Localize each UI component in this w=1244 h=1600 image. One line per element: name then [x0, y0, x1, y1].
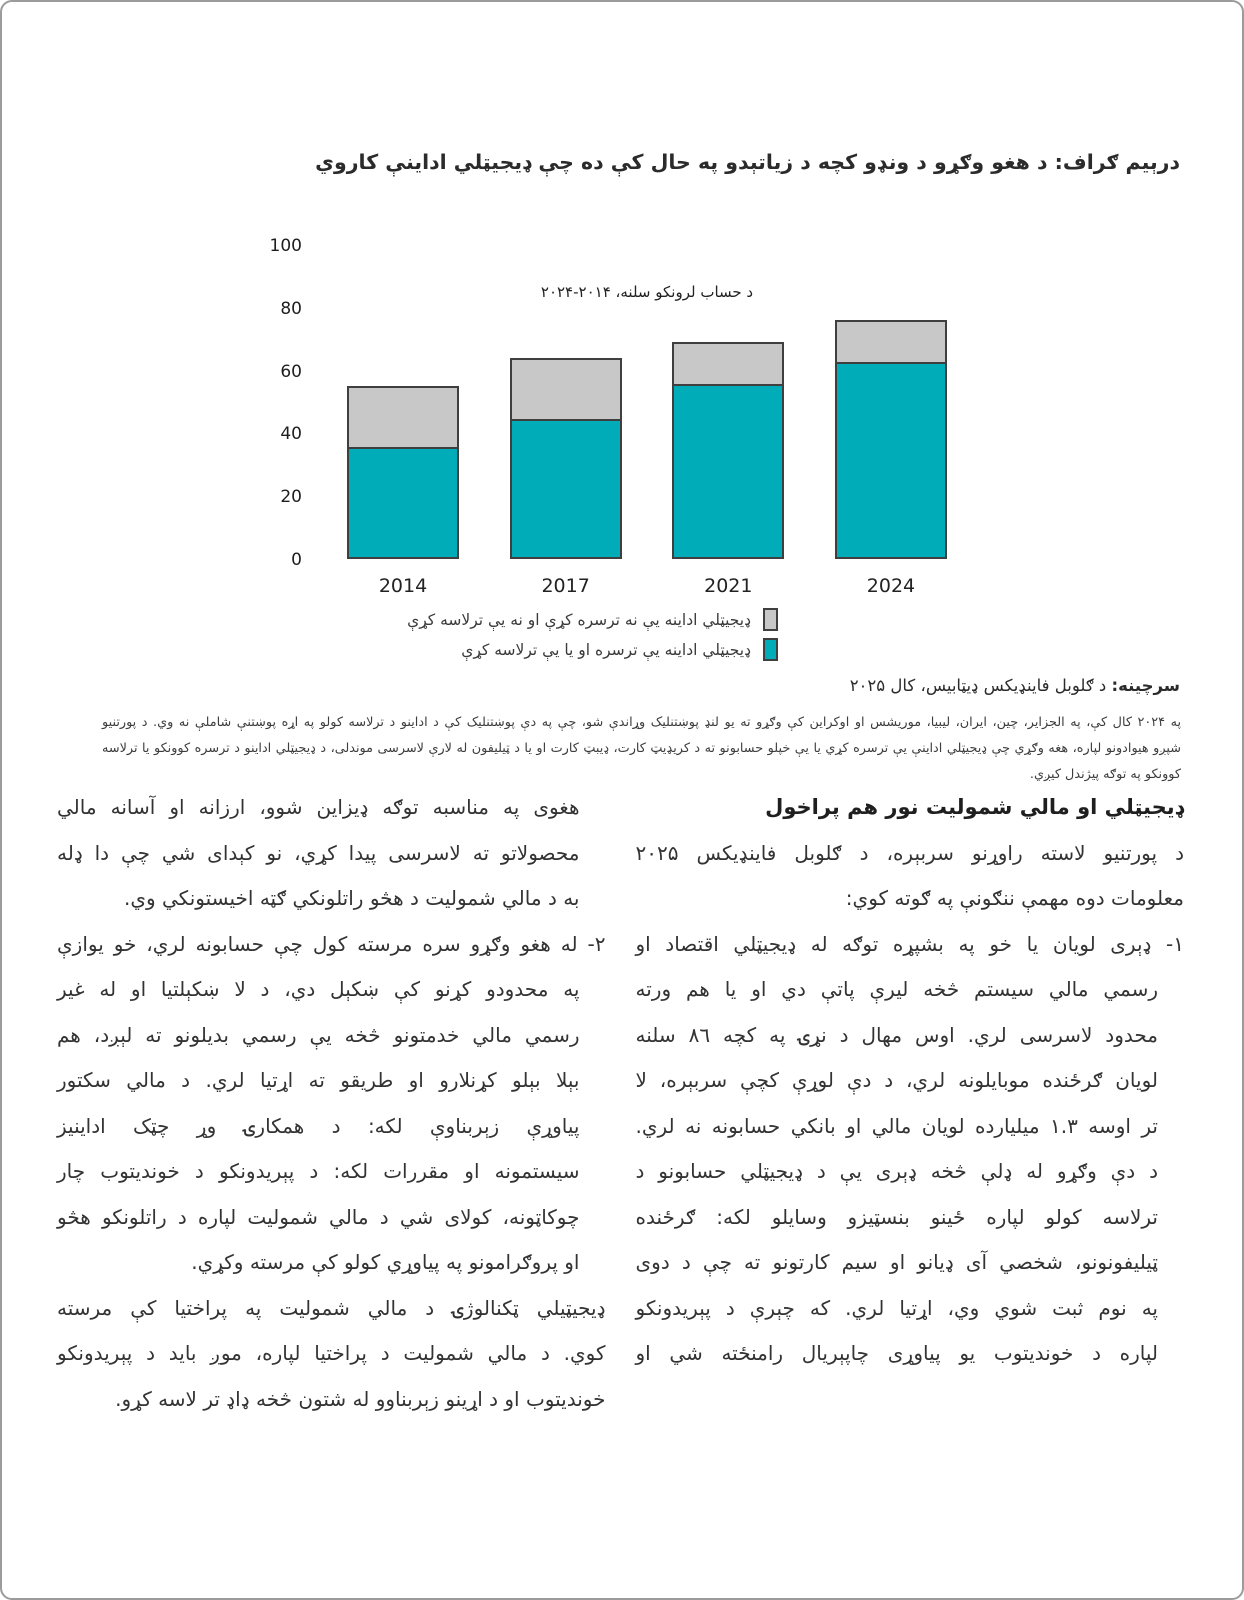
body-column-right: ډيجيټلي او مالي شموليت نور هم پراخول د پو…: [636, 785, 1185, 1422]
bar-segment-digital-payment: [509, 420, 622, 559]
legend-row: ډيجيټلي اداينه يې ترسره او يا يې ترلاسه …: [461, 638, 778, 661]
body-column-left: هغوی په مناسبه توګه ډيزاين شوو، ارزانه ا…: [57, 785, 606, 1422]
bar-segment-no-digital-payment: [509, 358, 622, 421]
body-line: په محدودو کړنو کې ښکېل دي، د لا ښکېلتيا …: [57, 977, 580, 1001]
x-axis-label: 2014: [378, 575, 428, 597]
body-line: ټيليفونونو، شخصي آی ډيانو او سيم کارتونو…: [635, 1250, 1159, 1274]
body-line: او پروګرامونو په پياوړي کولو کې مرسته وک…: [191, 1250, 580, 1274]
body-line: تر اوسه ١.٣ ميليارده لويان مالي او بانکي…: [635, 1113, 1159, 1138]
footnote: په ۲۰۲۴ کال کې، په الجزاير، چين، ايران، …: [102, 710, 1181, 788]
y-tick-label: 60: [280, 361, 302, 382]
body-line: لويان ګرځنده موبايلونه لري، د دې لوړې کچ…: [635, 1068, 1159, 1092]
x-axis-label: 2017: [541, 575, 590, 597]
bar-group: 2017: [509, 245, 622, 597]
bar-segment-no-digital-payment: [347, 386, 459, 450]
footnote-line: په ۲۰۲۴ کال کې، په الجزاير، چين، ايران، …: [102, 715, 1181, 730]
bar-segment-no-digital-payment: [834, 320, 947, 365]
body-line: پياوړې زېربناوې لکه: د همکارۍ وړ چټک ادا…: [57, 1113, 580, 1138]
body-line: ترلاسه کولو لپاره ځينو بنسټيزو وسايلو لک…: [635, 1204, 1159, 1229]
chart-plot: د حساب لرونکو سلنه، ۲۰۱۴-۲۰۲۴ 2014 2017 20…: [347, 245, 947, 597]
chart-annotation: د حساب لرونکو سلنه، ۲۰۱۴-۲۰۲۴: [540, 283, 754, 301]
body-line: معلومات دوه مهمې ننګونې په ګوته کوي:: [845, 886, 1184, 910]
body-line: هغوی په مناسبه توګه ډيزاين شوو، ارزانه ا…: [57, 795, 580, 819]
body-line: د پورتنيو لاسته راوړنو سربېره، د ګلوبل ف…: [635, 840, 1185, 865]
body-line: چوکاټونه، کولای شي د مالي شموليت لپاره د…: [57, 1204, 580, 1229]
legend-label: ډيجيټلي اداينه يې ترسره او يا يې ترلاسه …: [461, 640, 751, 659]
body-line: لپاره د خونديتوب يو پياوړی چاپېريال رامن…: [635, 1341, 1159, 1365]
source-label: سرچينه:: [1111, 676, 1180, 695]
legend-swatch: [763, 638, 778, 661]
y-tick-label: 0: [291, 550, 302, 570]
y-tick-label: 80: [280, 298, 302, 319]
source-text: د ګلوبل فاينډيکس ډيټابيس، کال ۲۰۲۵: [849, 676, 1112, 695]
body-line: سيستمونه او مقررات لکه: د پېريدونکو د خو…: [57, 1159, 580, 1183]
body-text: ډيجيټلي او مالي شموليت نور هم پراخول د پو…: [57, 785, 1184, 1422]
bar-segment-digital-payment: [834, 364, 947, 559]
bar-segment-no-digital-payment: [672, 342, 785, 387]
bar-group: 2014: [347, 245, 459, 597]
bar-group: 2021: [672, 245, 785, 597]
body-line: خونديتوب او د اړينو زېربناوو له شتون څخه…: [115, 1386, 606, 1411]
legend-swatch: [763, 608, 778, 631]
body-line: رسمي مالي خدمتونو څخه يې رسمي بديلونو ته…: [57, 1022, 580, 1047]
x-axis-label: 2024: [866, 575, 916, 597]
source-line: سرچينه: د ګلوبل فاينډيکس ډيټابيس، کال ۲۰…: [64, 676, 1180, 695]
body-line: د دې وګړو له ډلې څخه ډېری يې د ډيجيټلي ح…: [635, 1159, 1159, 1183]
legend-row: ډيجيټلي اداينه يې نه ترسره کړې او نه يې …: [407, 608, 778, 631]
x-axis-label: 2021: [704, 575, 753, 597]
body-line: رسمي مالي سيستم څخه ليرې پاتې دي او يا ه…: [635, 977, 1159, 1001]
footnote-line: شپږو هيوادونو لپاره، هغه وګړي چې ډيجيټلي…: [102, 741, 1181, 756]
y-tick-label: 20: [280, 487, 302, 508]
legend-label: ډيجيټلي اداينه يې نه ترسره کړې او نه يې …: [407, 610, 751, 629]
body-line: بېلا بېلو کړنلارو او طريقو ته اړتيا لري.…: [57, 1068, 580, 1092]
bar-segment-digital-payment: [672, 386, 785, 559]
section-heading: ډيجيټلي او مالي شموليت نور هم پراخول: [765, 795, 1184, 819]
figure-title: درېيم ګراف: د هغو وګړو د ونډو کچه د زيات…: [315, 150, 1180, 174]
body-line: کوي. د مالي شموليت د پراختيا لپاره، موږ …: [57, 1341, 606, 1365]
y-tick-label: 100: [269, 236, 302, 256]
footnote-line: کوونکو په توګه پيژندل کيږي.: [1029, 767, 1181, 782]
body-line: په نوم ثبت شوي وي، اړتيا لري. که چېرې د …: [635, 1295, 1159, 1320]
bar-segment-digital-payment: [347, 449, 459, 559]
bar-group: 2024: [834, 245, 947, 597]
body-line: ډيجيټيلي ټکنالوژۍ د مالي شموليت په پراخت…: [57, 1295, 606, 1320]
y-axis: 0 20 40 60 80 100: [242, 236, 302, 570]
y-tick-label: 40: [280, 424, 302, 445]
chart-legend: ډيجيټلي اداينه يې نه ترسره کړې او نه يې …: [407, 608, 778, 661]
body-line: محدود لاسرسی لري. اوس مهال د نړۍ په کچه …: [635, 1022, 1159, 1047]
body-line: به د مالي شموليت د هڅو راتلونکي ګټه اخيس…: [123, 886, 580, 910]
body-line: محصولاتو ته لاسرسی پيدا کړي، نو کېدای شي…: [57, 840, 580, 865]
body-line: ٢- له هغو وګړو سره مرسته کول چې حسابونه …: [57, 931, 606, 956]
body-line: ١- ډېری لويان يا خو په بشپړه توګه له ډيج…: [635, 931, 1185, 956]
